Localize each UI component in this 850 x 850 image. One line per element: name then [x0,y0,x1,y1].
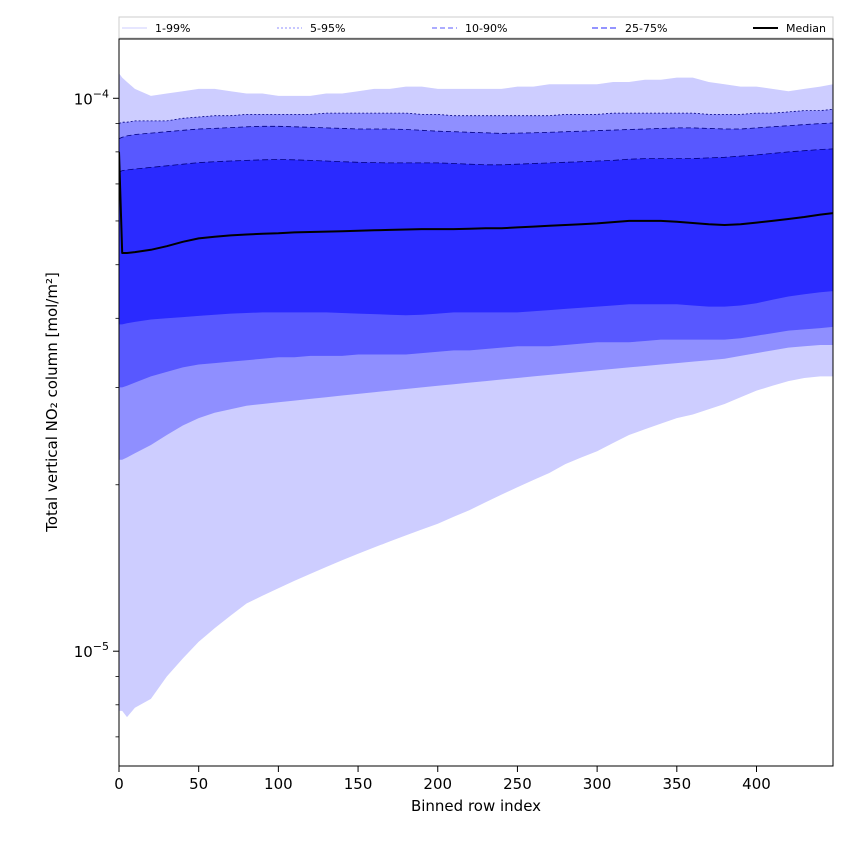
y-axis-title: Total vertical NO₂ column [mol/m²] [43,272,61,533]
x-tick-label: 150 [344,775,373,793]
legend-label: 10-90% [465,22,507,35]
x-tick-label: 0 [114,775,124,793]
legend-label: 25-75% [625,22,667,35]
y-axis: 10−5 10−4 [74,87,119,738]
band-edge-10-90% [119,122,833,140]
x-tick-label: 400 [742,775,771,793]
x-tick-label: 300 [583,775,612,793]
legend-box [118,16,834,39]
legend: 1-99% 5-95% 10-90% 25-75% Median [118,16,834,39]
legend-label: 1-99% [155,22,190,35]
median-line [119,151,833,254]
median-layer [119,151,833,254]
band-25-75% [119,148,833,325]
percentile-bands [119,73,833,718]
x-tick-label: 350 [662,775,691,793]
band-edge-5-95% [119,108,833,124]
y-tick-label: 10−4 [74,87,109,108]
x-axis: 0 50 100 150 200 250 300 350 400 [114,766,771,793]
plot-frame [118,38,834,767]
x-tick-label: 200 [423,775,452,793]
legend-label: 5-95% [310,22,345,35]
x-tick-label: 250 [503,775,532,793]
x-axis-title: Binned row index [411,797,541,815]
x-tick-label: 100 [264,775,293,793]
legend-label: Median [786,22,826,35]
band-edge-25-75% [119,148,833,173]
y-tick-label: 10−5 [74,640,109,661]
x-tick-label: 50 [189,775,208,793]
